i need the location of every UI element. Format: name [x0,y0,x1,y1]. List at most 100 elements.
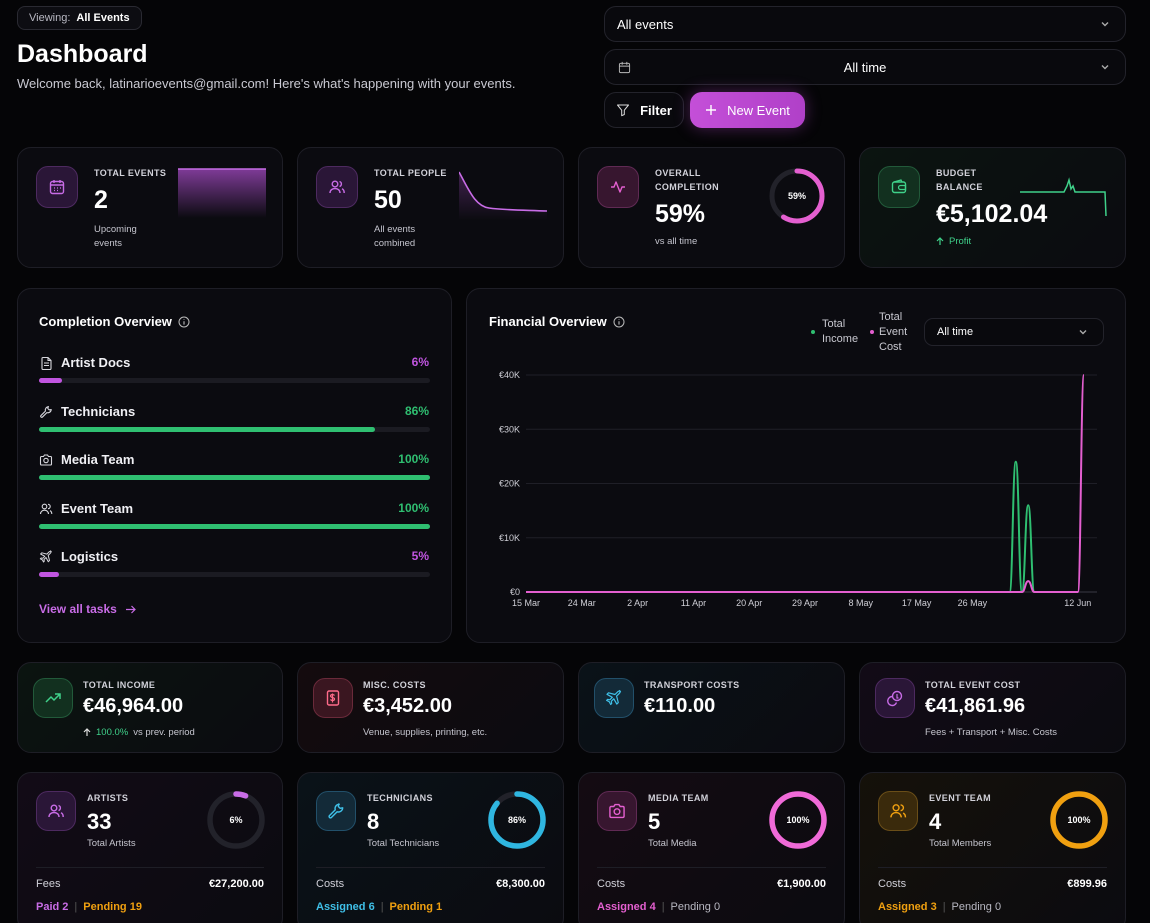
legend-cost-line2: Event [879,326,908,338]
total-events-card: TOTAL EVENTS 2 Upcoming events [17,147,283,268]
view-all-tasks-link[interactable]: View all tasks [39,602,136,616]
event-select-value: All events [617,16,674,32]
team-foot-label: Fees [36,878,61,890]
chevron-down-icon [1101,65,1109,70]
transport-costs-label: TRANSPORT COSTS [644,680,740,690]
team-value: 4 [929,809,942,834]
team-tag-pending[interactable]: Pending 0 [951,901,1002,913]
info-icon[interactable] [178,316,190,328]
team-ring-text: 6% [229,815,242,825]
legend-cost-line3: Cost [879,341,902,353]
team-tag-pending[interactable]: Pending 1 [389,901,443,913]
info-icon[interactable] [613,316,625,328]
coins-icon [875,678,915,718]
overall-completion-card: OVERALL COMPLETION 59% vs all time 59% [578,147,845,268]
misc-costs-sub: Venue, supplies, printing, etc. [363,727,488,738]
financial-overview-title: Financial Overview [489,314,625,329]
team-ring: 100% [769,791,827,849]
team-tag-primary[interactable]: Assigned 4 [597,901,656,913]
chart-x-tick: 17 May [902,598,932,608]
new-event-button[interactable]: New Event [690,92,805,128]
calendar-icon [36,166,78,208]
page-subtitle: Welcome back, latinarioevents@gmail.com!… [17,76,516,91]
team-foot-value: €899.96 [1067,878,1107,890]
team-sub: Total Members [929,838,992,849]
team-label: ARTISTS [87,793,129,803]
financial-chart: €0 €10K €20K €30K €40K 15 Mar 24 Mar 2 Apr 11 Ap… [499,370,1097,608]
total-income-label: TOTAL INCOME [83,680,156,690]
legend-income-line1: Total [822,318,846,330]
team-tags: Paid 2 | Pending 19 [36,901,142,913]
team-tag-primary[interactable]: Assigned 3 [878,901,937,913]
overall-completion-label2: COMPLETION [655,182,719,192]
budget-balance-label1: BUDGET [936,168,977,178]
overall-completion-label1: OVERALL [655,168,701,178]
completion-row-track [39,427,430,432]
completion-overview-title: Completion Overview [39,314,190,329]
total-income-delta: 100.0% vs prev. period [83,725,195,740]
misc-costs-value: €3,452.00 [363,695,452,717]
chart-series-line-1 [526,374,1085,593]
completion-row-fill [39,427,376,432]
user-group-icon [39,503,53,514]
completion-row-1[interactable]: Technicians [39,404,135,419]
divider [316,867,545,868]
event-select[interactable]: All events [604,6,1126,42]
plane-icon [594,678,634,718]
completion-row-label: Logistics [61,549,119,564]
budget-balance-sub: Profit [936,234,971,249]
completion-row-pct: 100% [398,501,429,515]
technicians-card: TECHNICIANS 8 Total Technicians 86% Cost… [297,772,564,923]
budget-balance-label2: BALANCE [936,182,983,192]
misc-costs-card: MISC. COSTS €3,452.00 Venue, supplies, p… [297,662,564,753]
view-all-tasks-text: View all tasks [39,602,117,616]
transport-costs-value: €110.00 [644,695,716,717]
completion-row-0[interactable]: Artist Docs [39,355,130,370]
legend-cost[interactable]: Total Event Cost [879,310,907,355]
chart-y-tick: €10K [499,533,520,543]
legend-cost-dot [870,330,874,334]
team-value: 5 [648,809,661,834]
chart-y-tick: €40K [499,370,520,380]
team-tag-pending[interactable]: Pending 19 [83,901,142,913]
wallet-icon [878,166,920,208]
chart-x-tick: 26 May [958,598,988,608]
chart-x-tick: 20 Apr [736,598,762,608]
tag-separator: | [661,901,665,913]
team-ring: 100% [1050,791,1108,849]
completion-row-pct: 6% [411,355,429,369]
team-value: 8 [367,809,380,834]
team-tag-primary[interactable]: Assigned 6 [316,901,375,913]
overall-completion-sub: vs all time [655,236,698,247]
team-ring-text: 100% [1067,815,1090,825]
legend-income[interactable]: Total Income [822,317,858,347]
chart-x-tick: 29 Apr [792,598,818,608]
total-event-cost-card: TOTAL EVENT COST €41,861.96 Fees + Trans… [859,662,1126,753]
filter-label: Filter [640,102,672,118]
filter-button[interactable]: Filter [604,92,684,128]
total-people-card: TOTAL PEOPLE 50 All events combined [297,147,564,268]
team-tag-primary[interactable]: Paid 2 [36,901,69,913]
document-icon [41,356,52,370]
team-tag-pending[interactable]: Pending 0 [670,901,721,913]
time-select[interactable]: All time [604,49,1126,85]
users-icon [36,791,76,831]
chart-x-tick: 12 Jun [1064,598,1091,608]
page-title: Dashboard [17,40,148,68]
financial-range-select[interactable]: All time [924,318,1104,346]
arrow-up-icon [83,728,91,736]
total-event-cost-label: TOTAL EVENT COST [925,680,1021,690]
receipt-icon [313,678,353,718]
completion-row-3[interactable]: Event Team [39,501,133,516]
divider [878,867,1107,868]
completion-row-fill [39,475,430,480]
completion-row-4[interactable]: Logistics [39,549,118,564]
budget-balance-sparkline [1020,177,1107,217]
budget-balance-value: €5,102.04 [936,200,1048,228]
chart-x-tick: 8 May [849,598,874,608]
team-ring-text: 86% [508,815,526,825]
completion-row-label: Technicians [61,404,136,419]
completion-row-track [39,475,430,480]
completion-row-2[interactable]: Media Team [39,452,134,467]
viewing-label: Viewing: [29,12,71,24]
